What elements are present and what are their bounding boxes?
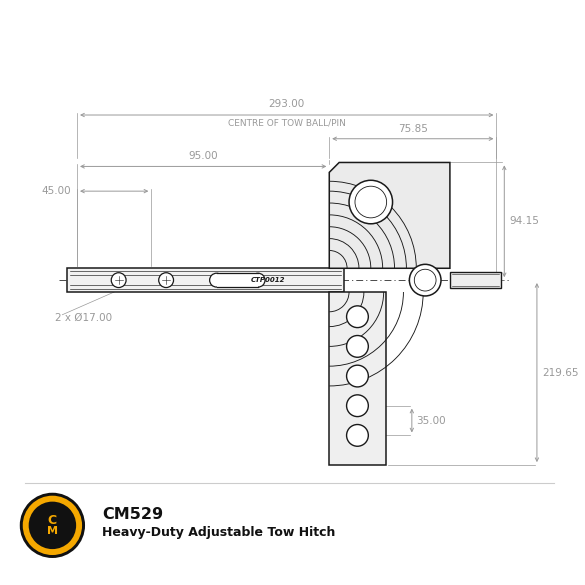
Circle shape — [29, 501, 76, 549]
Text: 95.00: 95.00 — [188, 152, 218, 161]
Polygon shape — [329, 163, 450, 269]
Text: 293.00: 293.00 — [269, 99, 305, 109]
Text: 75.85: 75.85 — [398, 124, 428, 134]
Text: Heavy-Duty Adjustable Tow Hitch: Heavy-Duty Adjustable Tow Hitch — [102, 526, 335, 539]
Circle shape — [20, 493, 85, 558]
Text: 219.65: 219.65 — [542, 367, 579, 377]
Circle shape — [251, 273, 265, 287]
Circle shape — [346, 365, 369, 387]
Bar — [450, 272, 501, 288]
Circle shape — [346, 336, 369, 357]
Text: 35.00: 35.00 — [416, 415, 445, 425]
Circle shape — [355, 186, 387, 218]
Bar — [67, 269, 344, 292]
Circle shape — [23, 495, 82, 555]
Text: 94.15: 94.15 — [509, 216, 539, 226]
Text: M: M — [47, 526, 58, 536]
Text: CTP0012: CTP0012 — [251, 277, 285, 283]
Bar — [216, 273, 258, 287]
Circle shape — [111, 273, 126, 288]
Text: CM529: CM529 — [102, 507, 163, 522]
Circle shape — [414, 269, 436, 291]
Circle shape — [346, 306, 369, 328]
Circle shape — [159, 273, 174, 288]
Circle shape — [346, 425, 369, 446]
Circle shape — [410, 264, 441, 296]
Bar — [329, 292, 386, 465]
Circle shape — [346, 395, 369, 417]
Text: 2 x Ø17.00: 2 x Ø17.00 — [56, 313, 112, 323]
Text: 45.00: 45.00 — [42, 186, 71, 196]
Circle shape — [349, 180, 393, 224]
Circle shape — [209, 273, 223, 287]
Text: C: C — [48, 514, 57, 527]
Text: CENTRE OF TOW BALL/PIN: CENTRE OF TOW BALL/PIN — [228, 119, 346, 128]
